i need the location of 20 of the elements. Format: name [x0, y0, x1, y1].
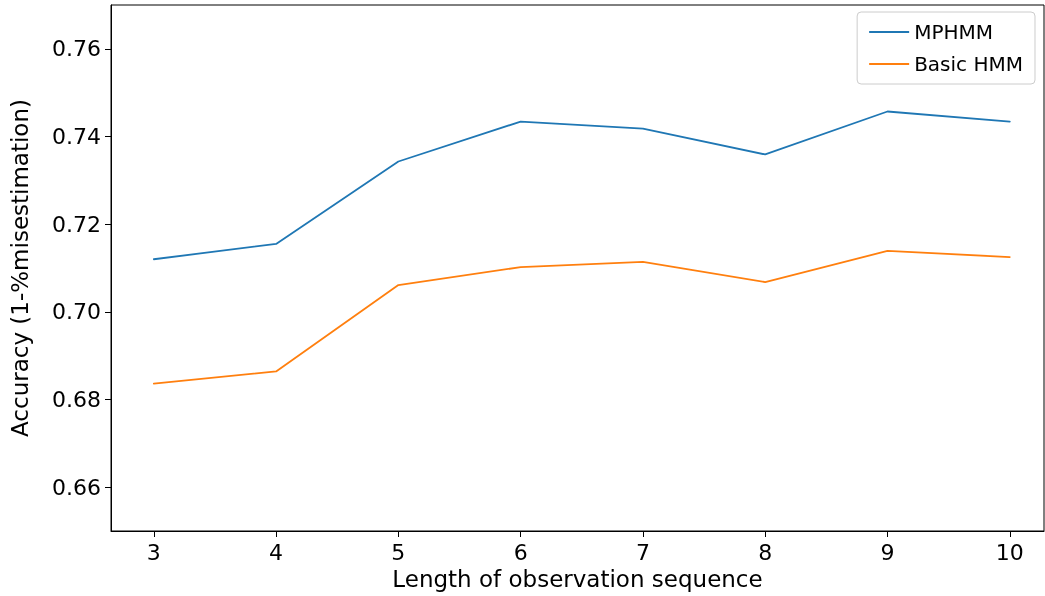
x-tick-label: 6: [513, 539, 528, 565]
y-tick-label: 0.66: [52, 474, 101, 500]
line-series: [152, 250, 1011, 385]
y-tick-label: 0.68: [52, 387, 101, 412]
legend-label: Basic HMM: [914, 52, 1023, 76]
legend-label: MPHMM: [914, 20, 994, 44]
y-axis-title: Accuracy (1-%misestimation): [6, 99, 33, 437]
y-tick-label: 0.70: [52, 299, 101, 325]
line-series: [152, 110, 1011, 261]
y-tick-label: 0.74: [52, 124, 101, 149]
x-tick-label: 3: [146, 539, 161, 565]
x-axis-title: Length of observation sequence: [392, 566, 763, 593]
y-tick-label: 0.72: [52, 211, 101, 237]
x-tick-label: 7: [635, 539, 650, 565]
x-tick-label: 8: [758, 539, 773, 565]
x-tick-label: 10: [995, 539, 1024, 565]
x-tick-label: 5: [391, 539, 406, 565]
x-tick-label: 4: [269, 539, 284, 565]
x-tick-label: 9: [880, 539, 895, 565]
y-tick-label: 0.76: [52, 36, 101, 62]
